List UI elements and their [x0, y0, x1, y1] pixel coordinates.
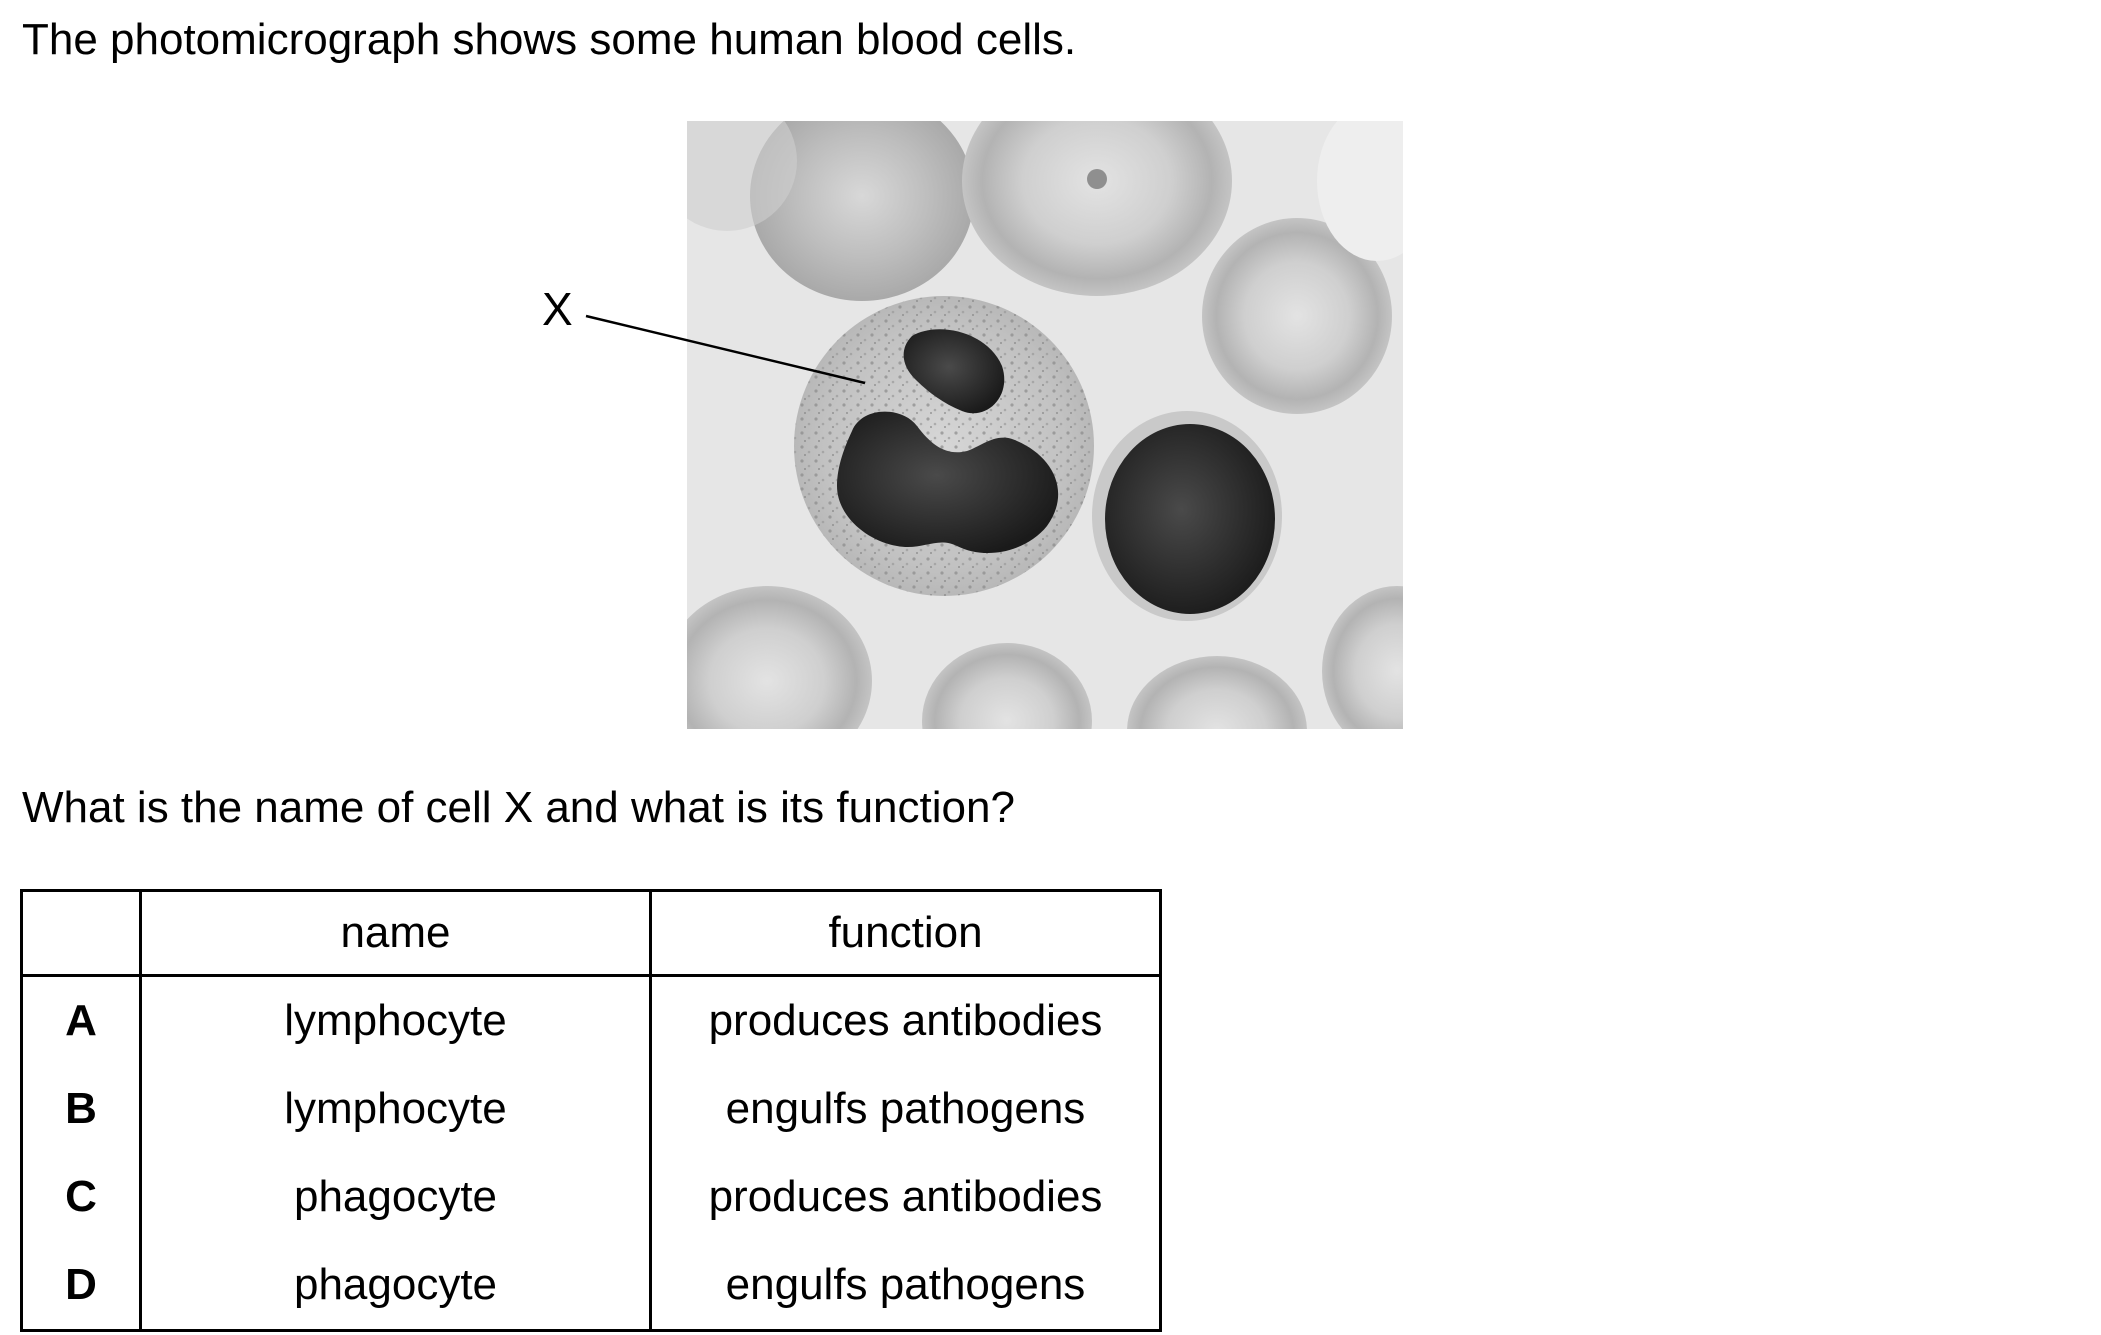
cell-x-label: X [542, 283, 573, 335]
option-function: engulfs pathogens [649, 1241, 1162, 1331]
option-name: lymphocyte [139, 975, 652, 1065]
option-key: B [20, 1065, 142, 1153]
option-function: produces antibodies [649, 1153, 1162, 1241]
table-row: D phagocyte engulfs pathogens [20, 1241, 1162, 1331]
option-function: engulfs pathogens [649, 1065, 1162, 1153]
question-text: What is the name of cell X and what is i… [22, 783, 1015, 832]
answer-options-table: name function A lymphocyte produces anti… [20, 889, 1162, 1332]
blood-cell-micrograph [687, 121, 1403, 729]
table-row: B lymphocyte engulfs pathogens [20, 1065, 1162, 1153]
option-name: phagocyte [139, 1153, 652, 1241]
header-function: function [649, 889, 1162, 977]
table-row: C phagocyte produces antibodies [20, 1153, 1162, 1241]
header-name: name [139, 889, 652, 977]
option-key: C [20, 1153, 142, 1241]
table-row: A lymphocyte produces antibodies [20, 975, 1162, 1065]
table-header-row: name function [20, 889, 1162, 977]
option-name: phagocyte [139, 1241, 652, 1331]
option-function: produces antibodies [649, 975, 1162, 1065]
option-key: D [20, 1241, 142, 1331]
option-key: A [20, 975, 142, 1065]
option-name: lymphocyte [139, 1065, 652, 1153]
intro-text: The photomicrograph shows some human blo… [22, 15, 1077, 64]
header-key [20, 889, 142, 977]
